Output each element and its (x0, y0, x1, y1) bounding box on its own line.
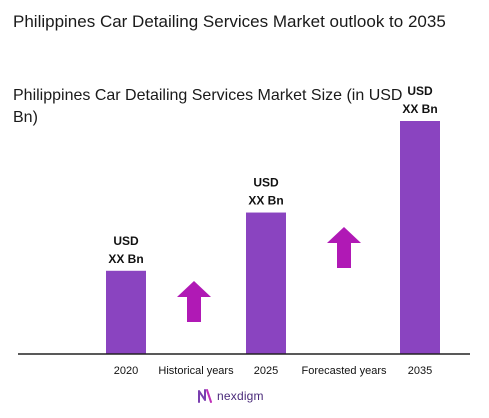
brand-logo: nexdigm (197, 386, 264, 406)
bar-2035 (400, 121, 440, 354)
segment-label-historical: Historical years (158, 365, 234, 377)
labels-layer: USD XX Bn USD XX Bn USD XX Bn (108, 84, 437, 266)
bar-value-label: USD (113, 234, 139, 248)
x-tick-label: 2025 (254, 365, 278, 377)
segment-label-forecast: Forecasted years (302, 365, 387, 377)
x-tick-label: 2035 (408, 365, 432, 377)
bar-value-label: XX Bn (248, 194, 283, 208)
chart-title: Philippines Car Detailing Services Marke… (13, 12, 446, 31)
x-tick-label: 2020 (114, 365, 138, 377)
brand-name: nexdigm (217, 389, 264, 403)
chart-subtitle: Philippines Car Detailing Services Marke… (13, 87, 403, 126)
nexdigm-logo-icon (198, 389, 212, 403)
bar-value-label: USD (253, 176, 279, 190)
bar-value-label: XX Bn (402, 102, 437, 116)
bars-layer (106, 121, 440, 354)
growth-arrow-historical (177, 281, 211, 322)
growth-arrow-forecast (327, 227, 361, 268)
bar-2020 (106, 270, 146, 354)
bar-value-label: XX Bn (108, 252, 143, 266)
bar-value-label: USD (407, 84, 433, 98)
bar-2025 (246, 212, 286, 354)
